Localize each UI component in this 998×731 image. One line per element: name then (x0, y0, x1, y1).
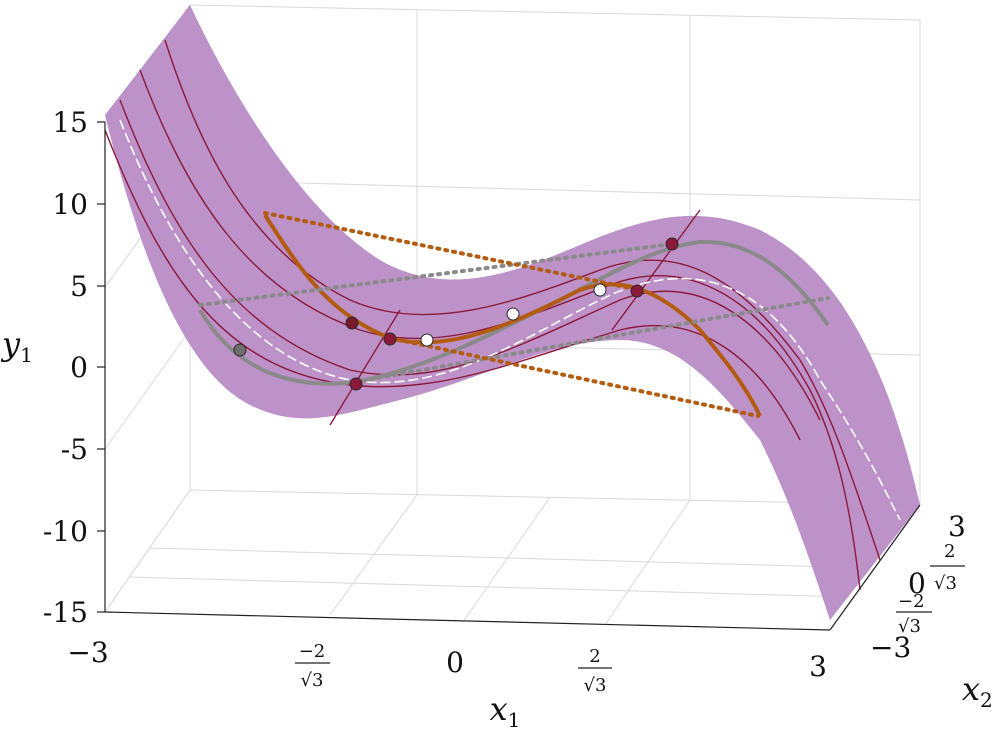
y-ticks: −3 −2 √3 0 2 √3 3 (870, 510, 966, 664)
point-white-2 (506, 307, 520, 321)
grid-floor (104, 489, 921, 631)
z-tick-15: 15 (52, 106, 88, 139)
z-axis-title: y1 (0, 325, 33, 367)
x-tick-0: 0 (446, 646, 464, 679)
y-tick-2-num: 2 (944, 541, 955, 562)
point-white-1 (420, 333, 434, 347)
orange-curve (263, 213, 762, 417)
x-tick-neg3: −3 (67, 636, 108, 669)
dotted-lines (198, 211, 830, 418)
x-ticks: −3 −2 √3 0 2 √3 3 (67, 636, 827, 696)
point-dark-red-2 (383, 332, 397, 346)
point-gray (233, 343, 247, 357)
point-dark-red-4 (349, 377, 363, 391)
z-tick-5: 5 (70, 270, 88, 303)
y-axis-title: x2 (962, 670, 993, 712)
mesh-lines (104, 39, 881, 591)
y-tick-3: 3 (948, 510, 966, 543)
z-tick-10: 10 (52, 188, 88, 221)
white-trace (119, 119, 901, 521)
z-tick-neg15: -15 (43, 596, 88, 629)
z-ticks: 15 10 5 0 -5 -10 -15 (43, 106, 105, 629)
x-axis-title: x1 (490, 690, 521, 731)
z-tick-0: 0 (70, 351, 88, 384)
y-tick-neg3: −3 (870, 631, 911, 664)
z-tick-neg5: -5 (61, 433, 88, 466)
z-tick-neg10: -10 (43, 515, 88, 548)
x-tick-neg2-num: −2 (299, 641, 326, 662)
y-tick-neg2-num: −2 (898, 591, 925, 612)
points (233, 237, 679, 391)
x-tick-2-num: 2 (589, 646, 600, 667)
y-tick-0: 0 (908, 567, 926, 600)
point-dark-red-5 (665, 237, 679, 251)
y-tick-2-den: √3 (934, 573, 957, 594)
y-tick-neg2-den: √3 (898, 616, 921, 637)
x-tick-2-den: √3 (584, 675, 607, 696)
point-dark-red-3 (630, 284, 644, 298)
x-tick-neg2-den: √3 (301, 670, 324, 691)
point-white-3 (593, 283, 607, 297)
point-dark-red-1 (345, 316, 359, 330)
x-tick-3: 3 (809, 650, 827, 683)
